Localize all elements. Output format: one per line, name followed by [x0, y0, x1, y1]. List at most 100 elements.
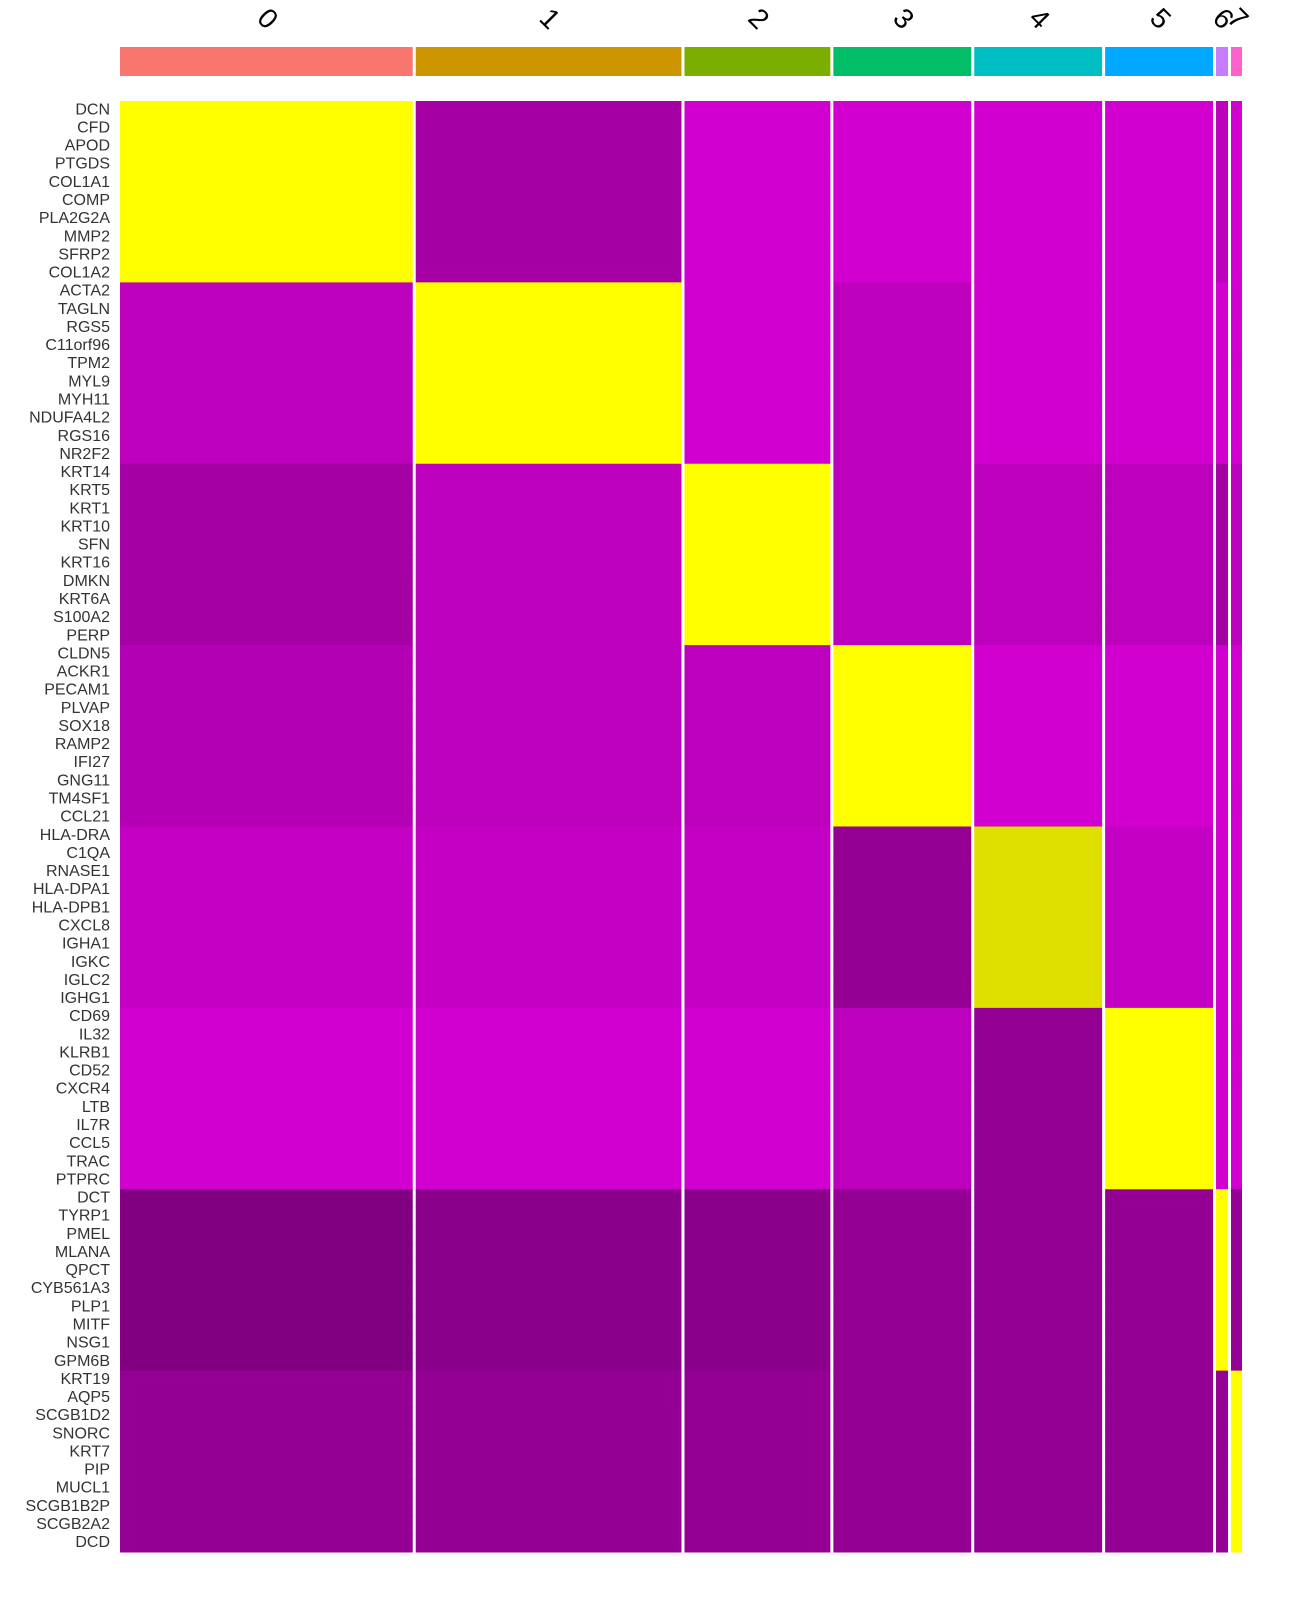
heat-cell — [684, 445, 831, 465]
heat-cell — [1216, 1080, 1229, 1100]
heat-cell — [120, 844, 413, 864]
heat-cell — [1105, 1098, 1214, 1118]
heat-cell — [1216, 354, 1229, 374]
heat-cell — [120, 300, 413, 320]
heat-cell — [1105, 1334, 1214, 1353]
heat-cell — [1105, 518, 1214, 537]
heat-cell — [974, 1334, 1103, 1353]
gene-label: DCT — [77, 1190, 110, 1207]
heat-cell — [1216, 663, 1229, 682]
heat-cell — [120, 1098, 413, 1118]
heat-cell — [684, 536, 831, 555]
heat-cell — [1105, 935, 1214, 954]
heat-cell — [1231, 536, 1242, 555]
heat-cell — [833, 917, 972, 936]
heat-cell — [415, 1098, 682, 1118]
heat-cell — [1216, 790, 1229, 809]
gene-label: C11orf96 — [45, 337, 110, 354]
heat-cell — [1105, 282, 1214, 302]
heat-cell — [684, 735, 831, 755]
cluster-label: 0 — [251, 2, 284, 35]
heat-cell — [974, 989, 1103, 1009]
heat-cell — [1105, 1479, 1214, 1499]
heat-cell — [833, 500, 972, 519]
heat-cell — [415, 300, 682, 320]
heat-cell — [684, 427, 831, 447]
heat-cell — [1231, 1406, 1242, 1426]
heat-cell — [684, 917, 831, 936]
heat-cell — [684, 481, 831, 501]
heat-cell — [1105, 1189, 1214, 1208]
gene-label: C1QA — [66, 845, 110, 862]
heat-cell — [1105, 626, 1214, 646]
heat-cell — [684, 500, 831, 519]
heat-cell — [415, 191, 682, 211]
heat-cell — [1216, 681, 1229, 701]
heat-cell — [1216, 590, 1229, 610]
heat-cell — [1216, 699, 1229, 719]
heat-cell — [415, 1425, 682, 1444]
gene-label: HLA-DPA1 — [33, 881, 110, 898]
gene-label: TYRP1 — [58, 1208, 110, 1225]
cluster-bar — [833, 47, 972, 76]
heat-cell — [1231, 1207, 1242, 1227]
heat-cell — [120, 1370, 413, 1390]
heat-cell — [684, 1225, 831, 1245]
heat-cell — [415, 1461, 682, 1480]
heat-cell — [1231, 1189, 1242, 1208]
heat-cell — [1216, 753, 1229, 773]
heat-cell — [684, 608, 831, 628]
cluster-bar — [120, 47, 413, 76]
gene-label: DMKN — [63, 573, 110, 590]
heat-cell — [1105, 717, 1214, 737]
heat-cell — [415, 1515, 682, 1535]
heat-cell — [415, 1279, 682, 1299]
heat-cell — [120, 427, 413, 447]
heat-cell — [120, 1388, 413, 1408]
heat-cell — [1216, 1316, 1229, 1335]
heat-cell — [684, 590, 831, 610]
heat-cell — [1216, 608, 1229, 628]
heat-cell — [1231, 463, 1242, 483]
heat-cell — [1105, 826, 1214, 846]
cluster-label: 3 — [887, 2, 920, 35]
heat-cell — [1105, 173, 1214, 193]
heat-cell — [684, 1316, 831, 1335]
gene-label: IL32 — [79, 1026, 110, 1043]
heat-cell — [415, 1533, 682, 1553]
heat-cell — [684, 1116, 831, 1136]
heat-cell — [1216, 971, 1229, 991]
heat-cell — [974, 626, 1103, 646]
heat-cell — [974, 300, 1103, 320]
heat-cell — [1231, 1116, 1242, 1136]
heat-cell — [120, 1261, 413, 1281]
gene-label: MLANA — [55, 1244, 110, 1261]
heat-cell — [833, 663, 972, 682]
heat-cell — [1216, 554, 1229, 574]
heat-cell — [684, 1425, 831, 1444]
heat-cell — [1105, 1134, 1214, 1154]
gene-label: SNORC — [52, 1425, 110, 1442]
heat-cell — [974, 790, 1103, 809]
heat-cell — [833, 101, 972, 120]
heat-cell — [415, 536, 682, 555]
heat-cell — [415, 1479, 682, 1499]
heat-cell — [1231, 717, 1242, 737]
heat-cell — [1231, 246, 1242, 265]
heat-cell — [684, 645, 831, 664]
heat-cell — [833, 391, 972, 410]
heat-cell — [415, 953, 682, 973]
heat-cell — [1216, 463, 1229, 483]
heat-cell — [1216, 645, 1229, 664]
heat-cell — [684, 1479, 831, 1499]
heat-cell — [120, 735, 413, 755]
heat-cell — [415, 572, 682, 592]
heat-cell — [415, 119, 682, 138]
heat-cell — [1231, 935, 1242, 954]
heat-cell — [120, 1080, 413, 1100]
heat-cell — [684, 119, 831, 138]
heat-cell — [1216, 1225, 1229, 1245]
heat-cell — [833, 862, 972, 882]
heat-cell — [833, 1098, 972, 1118]
gene-label: CYB561A3 — [31, 1280, 110, 1297]
